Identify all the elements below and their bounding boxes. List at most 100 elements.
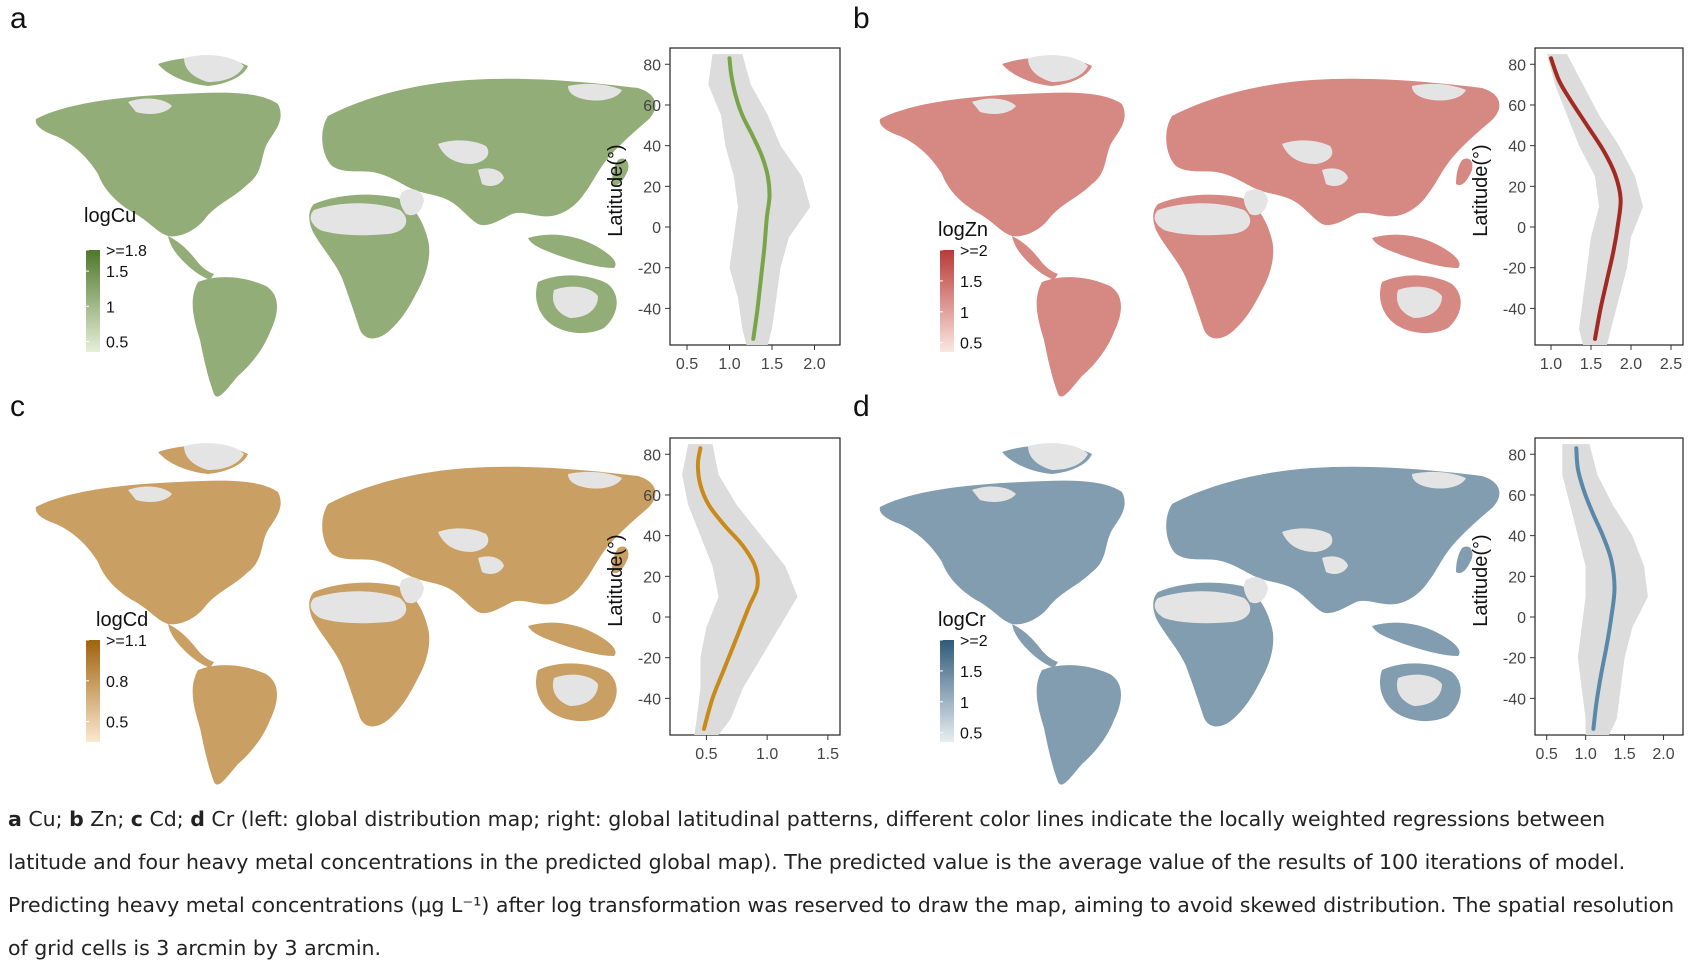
legend-tick-label: >=2 <box>960 633 988 650</box>
latitude-range-band <box>708 54 811 345</box>
legend-title-cu: logCu <box>84 205 136 227</box>
figure-caption: a Cu; b Zn; c Cd; d Cr (left: global dis… <box>8 798 1683 970</box>
y-tick-label: 0 <box>1517 220 1526 237</box>
legend-colorbar-cd <box>86 640 100 742</box>
latitude-plot-cu: 80 60 40 20 0 -20 -40 0.5 1.0 1.5 2.0 Latitude(°) <box>605 47 841 373</box>
caption-label-a: a <box>8 807 22 831</box>
legend-tick-label: 0.8 <box>106 674 128 691</box>
y-tick-label: 80 <box>643 447 661 464</box>
legend-tick-label: 0.5 <box>960 336 982 353</box>
caption-label-d: d <box>190 807 205 831</box>
caption-label-c: c <box>130 807 143 831</box>
x-tick-label: 2.0 <box>1620 356 1642 373</box>
y-tick-label: -40 <box>638 301 661 318</box>
panel-label-d: d <box>853 390 870 423</box>
legend-colorbar-zn <box>940 250 954 352</box>
y-tick-label: 40 <box>643 529 661 546</box>
caption-text-a: Cu; <box>21 807 70 831</box>
legend-tick-label: 1 <box>960 305 969 322</box>
x-tick-label: 2.5 <box>1660 356 1682 373</box>
latitude-plot-cd: 80 60 40 20 0 -20 -40 0.5 1.0 1.5 Latitude(°) <box>605 437 841 763</box>
y-tick-label: -20 <box>638 261 661 278</box>
x-tick-label: 0.5 <box>695 746 717 763</box>
latitude-range-band <box>682 444 798 735</box>
y-tick-label: 0 <box>1517 610 1526 627</box>
y-tick-label: 20 <box>1508 179 1526 196</box>
y-tick-label: 60 <box>643 488 661 505</box>
legend-colorbar-cr <box>940 640 954 742</box>
x-tick-label: 2.0 <box>803 356 825 373</box>
y-axis-label: Latitude(°) <box>605 144 627 237</box>
caption-text-b: Zn; <box>83 807 131 831</box>
panel-b: b logZn >=2 1.5 1 0.5 80 60 40 20 0 -20 -40 1.0 1.5 2.0… <box>853 2 1684 397</box>
panel-label-b: b <box>853 2 870 35</box>
y-tick-label: 80 <box>1508 447 1526 464</box>
y-tick-label: 0 <box>652 610 661 627</box>
latitude-plot-zn: 80 60 40 20 0 -20 -40 1.0 1.5 2.0 2.5 Latitude(°) <box>1470 47 1684 373</box>
y-tick-label: -20 <box>1503 261 1526 278</box>
caption-text-rest: Cr (left: global distribution map; right… <box>8 807 1675 960</box>
legend-tick-label: 1.5 <box>106 264 128 281</box>
loess-line-cd <box>695 446 760 731</box>
legend-tick-label: 0.5 <box>106 715 128 732</box>
x-tick-label: 2.0 <box>1652 746 1674 763</box>
legend-tick-label: 1.5 <box>960 664 982 681</box>
legend-title-zn: logZn <box>938 219 988 241</box>
x-tick-label: 0.5 <box>1536 746 1558 763</box>
y-axis-label: Latitude(°) <box>1470 144 1492 237</box>
y-tick-label: 80 <box>1508 57 1526 74</box>
loess-line-zn <box>1549 56 1623 341</box>
y-tick-label: 20 <box>643 569 661 586</box>
legend-tick-label: 0.5 <box>960 726 982 743</box>
y-tick-label: 60 <box>1508 98 1526 115</box>
loess-line-cr <box>1574 446 1617 731</box>
latitude-plot-cr: 80 60 40 20 0 -20 -40 0.5 1.0 1.5 2.0 Latitude(°) <box>1470 437 1684 763</box>
y-tick-label: 40 <box>643 139 661 156</box>
panel-label-c: c <box>10 390 25 423</box>
loess-line-cu <box>727 56 772 341</box>
x-tick-label: 1.5 <box>761 356 783 373</box>
x-tick-label: 1.5 <box>1580 356 1602 373</box>
y-axis-label: Latitude(°) <box>1470 534 1492 627</box>
x-tick-label: 1.0 <box>756 746 778 763</box>
legend-title-cd: logCd <box>96 609 148 631</box>
y-tick-label: 20 <box>1508 569 1526 586</box>
y-axis-label: Latitude(°) <box>605 534 627 627</box>
legend-tick-label: >=1.8 <box>106 243 147 260</box>
y-tick-label: 20 <box>643 179 661 196</box>
y-tick-label: 80 <box>643 57 661 74</box>
caption-text-c: Cd; <box>142 807 191 831</box>
latitude-range-band <box>1547 54 1643 345</box>
legend-tick-label: 1 <box>960 695 969 712</box>
legend-title-cr: logCr <box>938 609 986 631</box>
x-tick-label: 1.0 <box>1575 746 1597 763</box>
y-tick-label: 0 <box>652 220 661 237</box>
x-tick-label: 1.5 <box>1613 746 1635 763</box>
legend-tick-label: 1.5 <box>960 274 982 291</box>
legend-colorbar-cu <box>86 250 100 352</box>
panel-d: d logCr >=2 1.5 1 0.5 80 60 40 20 0 -20 -40 0.5 1.0 1.5… <box>853 390 1684 785</box>
y-tick-label: -20 <box>1503 651 1526 668</box>
y-tick-label: 60 <box>1508 488 1526 505</box>
x-tick-label: 0.5 <box>676 356 698 373</box>
y-tick-label: 40 <box>1508 529 1526 546</box>
y-tick-label: 40 <box>1508 139 1526 156</box>
y-tick-label: -40 <box>1503 301 1526 318</box>
panel-c: c logCd >=1.1 0.8 0.5 80 60 40 20 0 -20 -40 0.5 1.0 1.… <box>10 390 841 785</box>
latitude-range-band <box>1562 444 1648 735</box>
y-tick-label: -40 <box>1503 691 1526 708</box>
figure-canvas: a logCu >=1.8 1.5 1 0.5 80 60 40 20 0 -20 -40 0.5 1.0 1… <box>10 2 1684 785</box>
x-tick-label: 1.0 <box>718 356 740 373</box>
legend-tick-label: 1 <box>106 299 115 316</box>
x-tick-label: 1.0 <box>1540 356 1562 373</box>
panel-a: a logCu >=1.8 1.5 1 0.5 80 60 40 20 0 -20 -40 0.5 1.0 1… <box>10 2 841 397</box>
caption-label-b: b <box>69 807 84 831</box>
legend-tick-label: >=1.1 <box>106 633 147 650</box>
panel-label-a: a <box>10 2 27 35</box>
y-tick-label: 60 <box>643 98 661 115</box>
legend-tick-label: 0.5 <box>106 334 128 351</box>
legend-tick-label: >=2 <box>960 243 988 260</box>
y-tick-label: -20 <box>638 651 661 668</box>
y-tick-label: -40 <box>638 691 661 708</box>
x-tick-label: 1.5 <box>817 746 839 763</box>
